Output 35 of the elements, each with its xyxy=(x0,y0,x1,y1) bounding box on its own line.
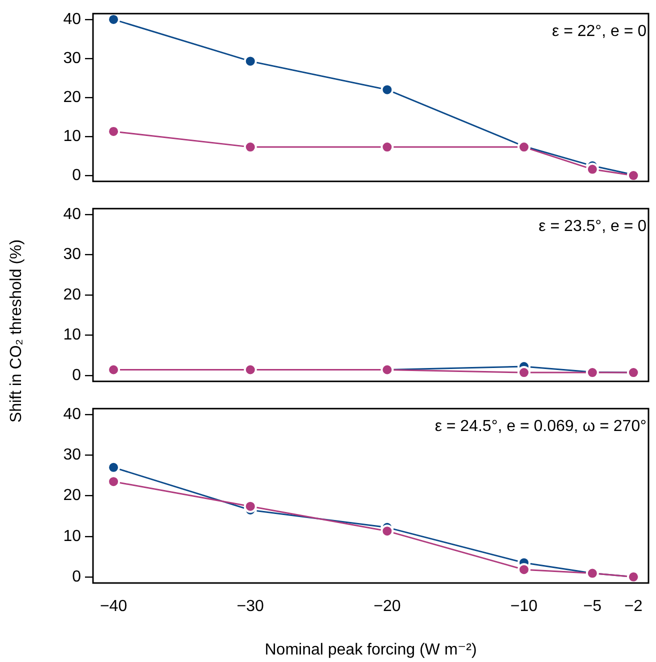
y-axis-title: Shift in CO₂ threshold (%) xyxy=(8,239,26,423)
y-tick-label: 0 xyxy=(72,568,82,586)
y-tick-label: 30 xyxy=(63,246,82,264)
y-tick-label: 0 xyxy=(72,166,82,184)
point xyxy=(586,162,599,176)
x-axis-title: Nominal peak forcing (W m⁻²) xyxy=(264,641,477,658)
point xyxy=(107,475,120,488)
y-tick-label: 10 xyxy=(63,128,82,145)
y-tick-label: 40 xyxy=(63,406,82,424)
x-tick-label: −30 xyxy=(236,598,264,616)
y-tick-label: 20 xyxy=(63,487,82,504)
point xyxy=(244,500,257,513)
y-tick-label: 30 xyxy=(63,446,82,464)
x-tick-label: −20 xyxy=(374,598,401,616)
x-tick-label: −10 xyxy=(510,598,538,616)
x-tick-label: −40 xyxy=(100,598,128,616)
point xyxy=(107,14,120,26)
point xyxy=(380,83,394,96)
y-tick-label: 0 xyxy=(72,366,82,384)
point xyxy=(517,563,530,576)
y-tick-label: 20 xyxy=(63,286,82,304)
y-tick-label: 40 xyxy=(63,10,82,28)
annotation: ε = 23.5°, e = 0 xyxy=(538,218,647,236)
x-tick-label: −5 xyxy=(583,598,602,616)
point xyxy=(107,460,120,474)
annotation: ε = 22°, e = 0 xyxy=(552,23,647,40)
point xyxy=(380,524,394,538)
y-tick-label: 30 xyxy=(63,50,82,67)
point xyxy=(244,54,257,68)
y-tick-label: 10 xyxy=(63,528,82,545)
y-tick-label: 10 xyxy=(63,326,82,344)
x-tick-label: −2 xyxy=(624,598,643,616)
annotation: ε = 24.5°, e = 0.069, ω = 270° xyxy=(434,418,646,436)
y-tick-label: 20 xyxy=(63,88,82,106)
y-tick-label: 40 xyxy=(63,206,82,224)
